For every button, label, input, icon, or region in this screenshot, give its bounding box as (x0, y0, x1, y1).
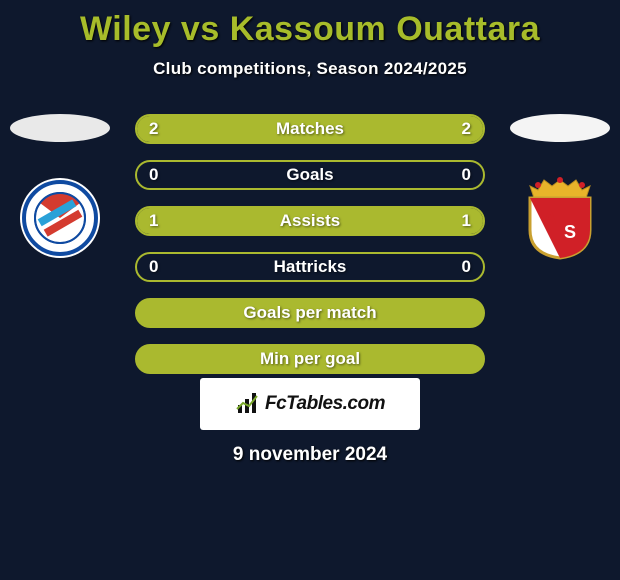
stat-value-left: 2 (149, 119, 158, 139)
stat-value-left: 1 (149, 211, 158, 231)
stat-value-left: 0 (149, 165, 158, 185)
comparison-panel: A S 2 2 Matches 0 0 Goals 1 1 Assists 0 0 Hattricks… (0, 114, 620, 374)
stat-row-goals: 0 0 Goals (135, 160, 485, 190)
stat-row-assists: 1 1 Assists (135, 206, 485, 236)
date-label: 9 november 2024 (0, 444, 620, 466)
stat-row-goals-per-match: Goals per match (135, 298, 485, 328)
stat-row-hattricks: 0 0 Hattricks (135, 252, 485, 282)
stat-label: Min per goal (260, 349, 360, 369)
stat-row-min-per-goal: Min per goal (135, 344, 485, 374)
stat-label: Hattricks (274, 257, 347, 277)
stat-value-right: 0 (462, 257, 471, 277)
player-right-silhouette (510, 114, 610, 142)
player-left-column (0, 114, 120, 260)
stat-value-right: 1 (462, 211, 471, 231)
page-title: Wiley vs Kassoum Ouattara (0, 0, 620, 49)
svg-text:S: S (564, 222, 576, 242)
player-right-column: A S (500, 114, 620, 260)
stat-label: Matches (276, 119, 344, 139)
stat-label: Assists (280, 211, 340, 231)
stat-row-matches: 2 2 Matches (135, 114, 485, 144)
player-left-silhouette (10, 114, 110, 142)
stat-label: Goals per match (243, 303, 376, 323)
subtitle: Club competitions, Season 2024/2025 (0, 59, 620, 79)
stat-value-right: 0 (462, 165, 471, 185)
stat-rows: 2 2 Matches 0 0 Goals 1 1 Assists 0 0 Hattricks Goal… (135, 114, 485, 374)
stat-value-right: 2 (462, 119, 471, 139)
strasbourg-crest (10, 176, 110, 260)
stat-value-left: 0 (149, 257, 158, 277)
svg-text:A: A (544, 208, 557, 228)
monaco-crest: A S (510, 176, 610, 260)
fctables-logo: FcTables.com (235, 393, 385, 415)
fctables-text: FcTables.com (265, 393, 385, 415)
stat-label: Goals (286, 165, 333, 185)
attribution-box: FcTables.com (200, 378, 420, 430)
